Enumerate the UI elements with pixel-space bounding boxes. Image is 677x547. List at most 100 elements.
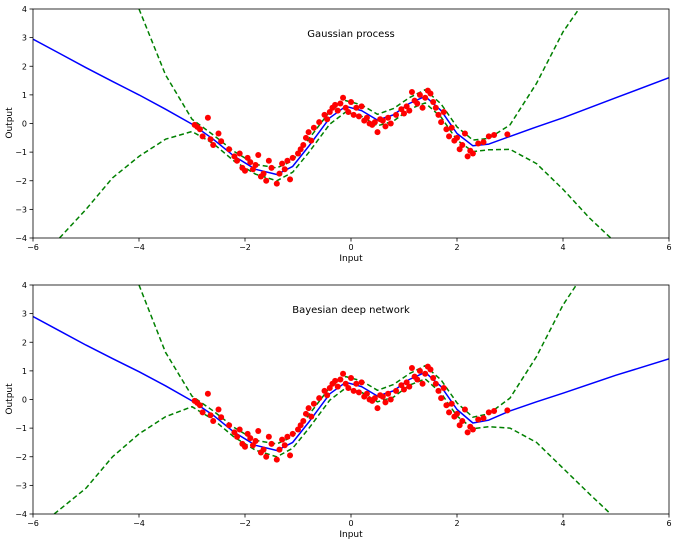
gp-data-point xyxy=(348,99,354,106)
gp-posterior-mean-line xyxy=(33,38,669,176)
bdn-data-point xyxy=(295,426,301,433)
gp-data-point xyxy=(371,119,378,126)
gp-data-point xyxy=(387,120,394,127)
bdn-data-point xyxy=(469,426,476,433)
bdn-xtick-label: −2 xyxy=(239,519,251,528)
gp-data-point xyxy=(504,131,511,138)
bdn-data-point xyxy=(456,422,463,429)
bdn-data-point xyxy=(247,435,254,442)
gp-data-point xyxy=(279,160,286,167)
gp-data-point xyxy=(324,116,331,123)
bdn-data-point xyxy=(475,416,482,423)
gp-title: Gaussian process xyxy=(307,29,395,40)
bdn-data-point xyxy=(337,376,344,383)
bdn-ytick-label: −1 xyxy=(15,424,27,433)
bdn-data-point xyxy=(332,377,339,384)
bdn-data-point xyxy=(276,446,283,453)
bdn-data-point xyxy=(350,387,357,394)
bdn-data-point xyxy=(379,393,386,400)
gp-data-point xyxy=(308,137,315,144)
gp-data-point xyxy=(398,106,405,113)
gp-xtick-label: 6 xyxy=(666,243,671,252)
bdn-data-point xyxy=(297,422,304,429)
gp-data-point xyxy=(231,153,238,160)
gp-data-point xyxy=(464,153,471,160)
bdn-data-point xyxy=(204,390,211,397)
bdn-data-point xyxy=(427,366,434,373)
bdn-data-point xyxy=(218,414,225,421)
gp-data-point xyxy=(475,140,482,147)
gp-data-point xyxy=(406,107,413,114)
bdn-ylabel: Output xyxy=(5,383,15,415)
bdn-data-point xyxy=(302,410,309,417)
bdn-plot-area xyxy=(33,285,669,514)
bdn-xtick-label: 4 xyxy=(560,519,565,528)
gp-data-point xyxy=(414,100,421,107)
bdn-ytick-label: 0 xyxy=(22,396,27,405)
bdn-title: Bayesian deep network xyxy=(292,305,410,316)
bdn-data-point xyxy=(504,407,511,414)
gp-data-point xyxy=(276,170,283,177)
gp-data-point xyxy=(302,134,309,141)
bdn-data-point xyxy=(385,390,392,397)
bdn-posterior-mean-line xyxy=(33,315,669,452)
gp-ytick-label: −3 xyxy=(15,205,27,214)
bdn-data-point xyxy=(249,442,256,449)
gp-data-point xyxy=(252,162,259,169)
gp-data-point xyxy=(260,170,267,177)
bdn-data-point xyxy=(403,379,410,386)
bdn-data-point xyxy=(414,376,421,383)
bdn-data-point xyxy=(308,413,315,420)
bdn-data-point xyxy=(358,379,365,386)
gp-xtick-label: −6 xyxy=(27,243,39,252)
gp-data-point xyxy=(265,157,272,164)
gp-ytick-label: 0 xyxy=(22,120,27,129)
bdn-data-point xyxy=(422,370,429,377)
bdn-data-point xyxy=(355,389,362,396)
gp-data-point xyxy=(247,159,254,166)
bdn-data-point xyxy=(321,387,328,394)
gp-xtick-label: −4 xyxy=(133,243,145,252)
bdn-data-point xyxy=(398,382,405,389)
bdn-xlabel: Input xyxy=(339,530,363,540)
gp-data-point xyxy=(218,138,225,145)
gp-data-point xyxy=(207,136,214,143)
gp-data-point xyxy=(403,103,410,110)
gp-ylabel: Output xyxy=(5,107,15,139)
bdn-data-point xyxy=(252,438,259,445)
gp-data-point xyxy=(300,141,307,148)
bdn-data-point xyxy=(454,410,460,417)
gp-data-point xyxy=(491,131,498,138)
bdn-data-point xyxy=(382,399,389,406)
bdn-data-point xyxy=(464,429,471,436)
gp-data-point xyxy=(435,111,442,118)
bdn-ytick-label: 2 xyxy=(22,338,27,347)
bdn-data-point xyxy=(393,387,400,394)
gp-xtick-label: −2 xyxy=(239,243,251,252)
gp-data-point xyxy=(297,146,304,153)
gp-data-point xyxy=(263,177,270,184)
bdn-data-point xyxy=(334,383,341,390)
gp-data-point xyxy=(438,119,445,126)
bdn-data-point xyxy=(279,436,286,443)
gp-data-point xyxy=(204,114,211,121)
bdn-axes-frame xyxy=(32,284,670,515)
gp-data-point xyxy=(454,134,460,141)
gp-xtick-label: 2 xyxy=(454,243,459,252)
gp-data-point xyxy=(430,99,437,106)
bdn-data-point xyxy=(363,390,370,397)
gp-data-point xyxy=(284,157,291,164)
bdn-data-point xyxy=(289,430,296,437)
bdn-data-point xyxy=(432,380,439,387)
gp-data-point xyxy=(419,104,426,111)
gp-data-point xyxy=(281,166,288,173)
bdn-data-point xyxy=(443,402,450,409)
gp-data-point xyxy=(244,154,251,161)
bdn-data-point xyxy=(374,405,381,412)
gp-data-point xyxy=(448,124,455,131)
gp-data-point xyxy=(249,166,256,173)
bdn-data-point xyxy=(231,429,238,436)
gp-data-point xyxy=(268,164,275,171)
gp-data-point xyxy=(485,133,492,140)
gp-data-point xyxy=(443,126,450,133)
